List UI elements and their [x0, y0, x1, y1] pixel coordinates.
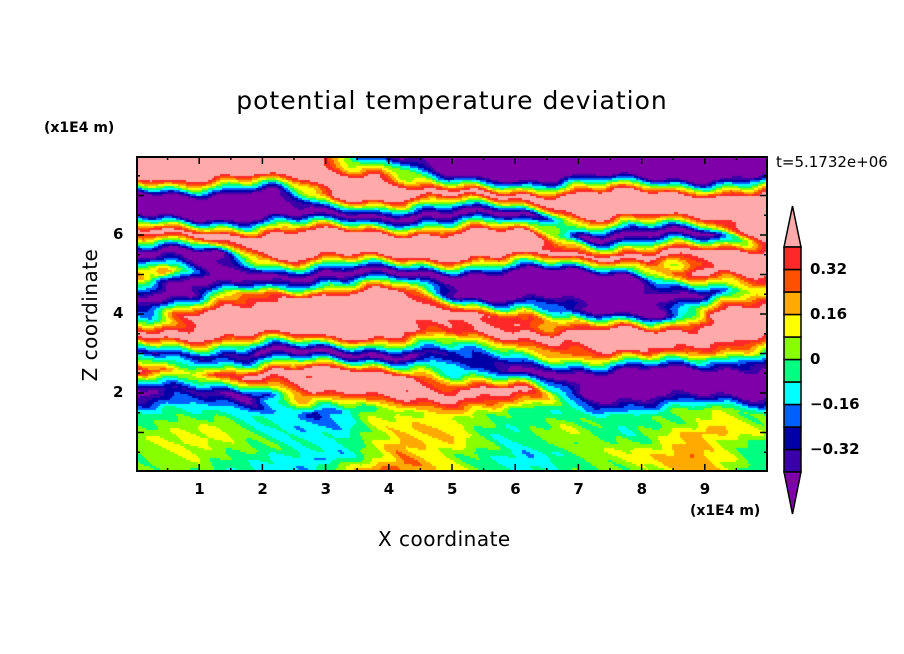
colorbar-lower-extension: [783, 471, 802, 515]
x-tick-label: 3: [320, 480, 332, 498]
x-tick-label: 8: [636, 480, 648, 498]
colorbar-swatch: [783, 381, 802, 406]
y-axis-unit: (x1E4 m): [44, 120, 115, 136]
x-tick-label: 6: [510, 480, 521, 498]
x-tick-label: 7: [573, 480, 584, 498]
x-tick-label: 4: [383, 480, 395, 498]
colorbar-tick-label: −0.16: [810, 394, 860, 413]
colorbar-swatch: [783, 448, 802, 473]
x-tick-label: 5: [447, 480, 458, 498]
time-annotation: t=5.1732e+06: [776, 153, 888, 171]
contour-field: [136, 156, 768, 472]
colorbar-swatch: [783, 336, 802, 361]
plot-frame: [136, 156, 768, 472]
colorbar-tick-label: 0.16: [810, 304, 848, 323]
colorbar-tick-label: −0.32: [810, 439, 860, 458]
plot-area: [136, 156, 768, 472]
x-tick-label: 9: [699, 480, 711, 498]
y-axis-label: Z coordinate: [78, 248, 102, 382]
colorbar-swatch: [783, 291, 802, 316]
colorbar: [783, 205, 802, 515]
x-axis-unit: (x1E4 m): [690, 503, 761, 519]
colorbar-swatch: [783, 268, 802, 293]
y-tick-label: 6: [113, 225, 124, 243]
colorbar-swatch: [783, 358, 802, 383]
chart-title: potential temperature deviation: [236, 86, 668, 115]
colorbar-upper-extension: [783, 205, 802, 248]
colorbar-swatch: [783, 246, 802, 271]
colorbar-swatch: [783, 403, 802, 428]
y-tick-label: 4: [113, 304, 124, 322]
y-tick-label: 2: [113, 383, 124, 401]
plot-border: [136, 156, 768, 472]
colorbar-tick-label: 0: [810, 349, 821, 368]
x-axis-label: X coordinate: [378, 527, 511, 551]
colorbar-swatch: [783, 426, 802, 451]
colorbar-tick-label: 0.32: [810, 259, 848, 278]
colorbar-swatch: [783, 313, 802, 338]
x-tick-label: 2: [257, 480, 268, 498]
x-tick-label: 1: [194, 480, 205, 498]
